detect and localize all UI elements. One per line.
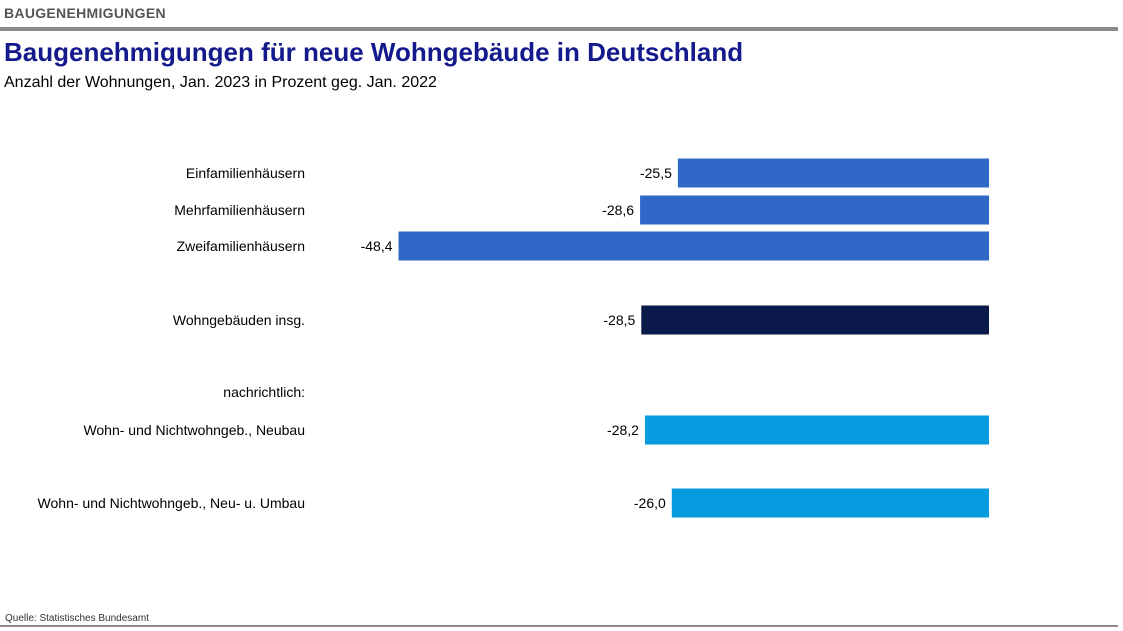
value-label: -26,0 bbox=[634, 495, 666, 511]
value-label: -28,6 bbox=[602, 202, 634, 218]
category-label: Mehrfamilienhäusern bbox=[174, 202, 305, 218]
value-label: -28,5 bbox=[603, 312, 635, 328]
bar bbox=[640, 195, 989, 225]
bar bbox=[398, 231, 989, 261]
top-divider bbox=[0, 27, 1118, 31]
bar bbox=[641, 305, 989, 335]
value-label: -48,4 bbox=[361, 238, 393, 254]
section-kicker: BAUGENEHMIGUNGEN bbox=[4, 5, 166, 21]
value-label: -28,2 bbox=[607, 422, 639, 438]
bar bbox=[671, 488, 989, 518]
bar bbox=[644, 415, 989, 445]
category-label: Einfamilienhäusern bbox=[186, 165, 305, 181]
bar bbox=[677, 158, 989, 188]
category-label: Zweifamilienhäusern bbox=[177, 238, 305, 254]
source-note: Quelle: Statistisches Bundesamt bbox=[5, 613, 149, 624]
category-label: Wohn- und Nichtwohngeb., Neubau bbox=[83, 422, 305, 438]
bottom-divider bbox=[0, 625, 1118, 627]
category-label: Wohngebäuden insg. bbox=[173, 312, 305, 328]
category-label: Wohn- und Nichtwohngeb., Neu- u. Umbau bbox=[38, 495, 305, 511]
chart-subtitle: Anzahl der Wohnungen, Jan. 2023 in Proze… bbox=[4, 74, 437, 91]
category-label: nachrichtlich: bbox=[223, 384, 305, 400]
value-label: -25,5 bbox=[640, 165, 672, 181]
chart-title: Baugenehmigungen für neue Wohngebäude in… bbox=[4, 37, 744, 67]
